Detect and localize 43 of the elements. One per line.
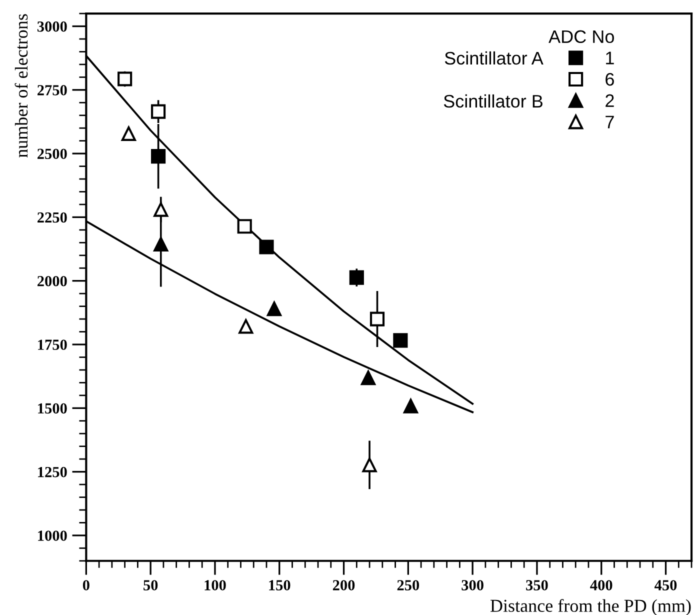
point	[154, 202, 168, 217]
y-tick-label: 2750	[38, 85, 67, 96]
y-axis-title: number of electrons	[14, 14, 28, 158]
point	[362, 458, 377, 472]
legend-title: ADC No	[548, 30, 614, 44]
x-tick-label: 250	[397, 580, 420, 590]
point	[403, 398, 418, 414]
y-tick-label: 1000	[38, 530, 67, 541]
legend-label: 6	[606, 72, 614, 86]
y-tick-label: 3000	[37, 21, 67, 32]
annotation: Scintillator A	[444, 51, 544, 65]
x-tick-label: 450	[654, 580, 677, 590]
point	[393, 333, 408, 348]
y-tick-label: 1750	[38, 340, 67, 350]
point	[151, 104, 166, 119]
point	[360, 370, 376, 386]
x-tick-label: 150	[269, 580, 290, 590]
x-tick-label: 200	[332, 580, 355, 590]
legend-label: 2	[606, 94, 614, 107]
point	[370, 312, 385, 326]
point	[121, 126, 136, 141]
point	[154, 236, 168, 252]
annotation: Scintillator B	[444, 94, 542, 108]
y-tick-label: 2000	[38, 276, 67, 286]
y-tick-label: 1250	[38, 466, 67, 478]
point	[259, 240, 274, 254]
y-tick-label: 2500	[38, 148, 67, 159]
point	[118, 72, 132, 86]
y-tick-label: 2250	[38, 212, 67, 223]
point	[266, 302, 282, 316]
x-tick-label: 50	[144, 580, 158, 590]
x-tick-label: 0	[82, 580, 90, 590]
point	[151, 149, 166, 164]
x-tick-label: 100	[204, 580, 226, 590]
x-tick-label: 300	[462, 580, 484, 590]
point	[349, 270, 364, 285]
legend-label: 1	[606, 52, 614, 64]
point	[237, 219, 252, 234]
legend-label: 7	[606, 116, 614, 128]
x-tick-label: 350	[526, 580, 548, 590]
point	[238, 319, 254, 334]
x-tick-label: 400	[590, 580, 612, 590]
y-tick-label: 1500	[38, 403, 67, 414]
